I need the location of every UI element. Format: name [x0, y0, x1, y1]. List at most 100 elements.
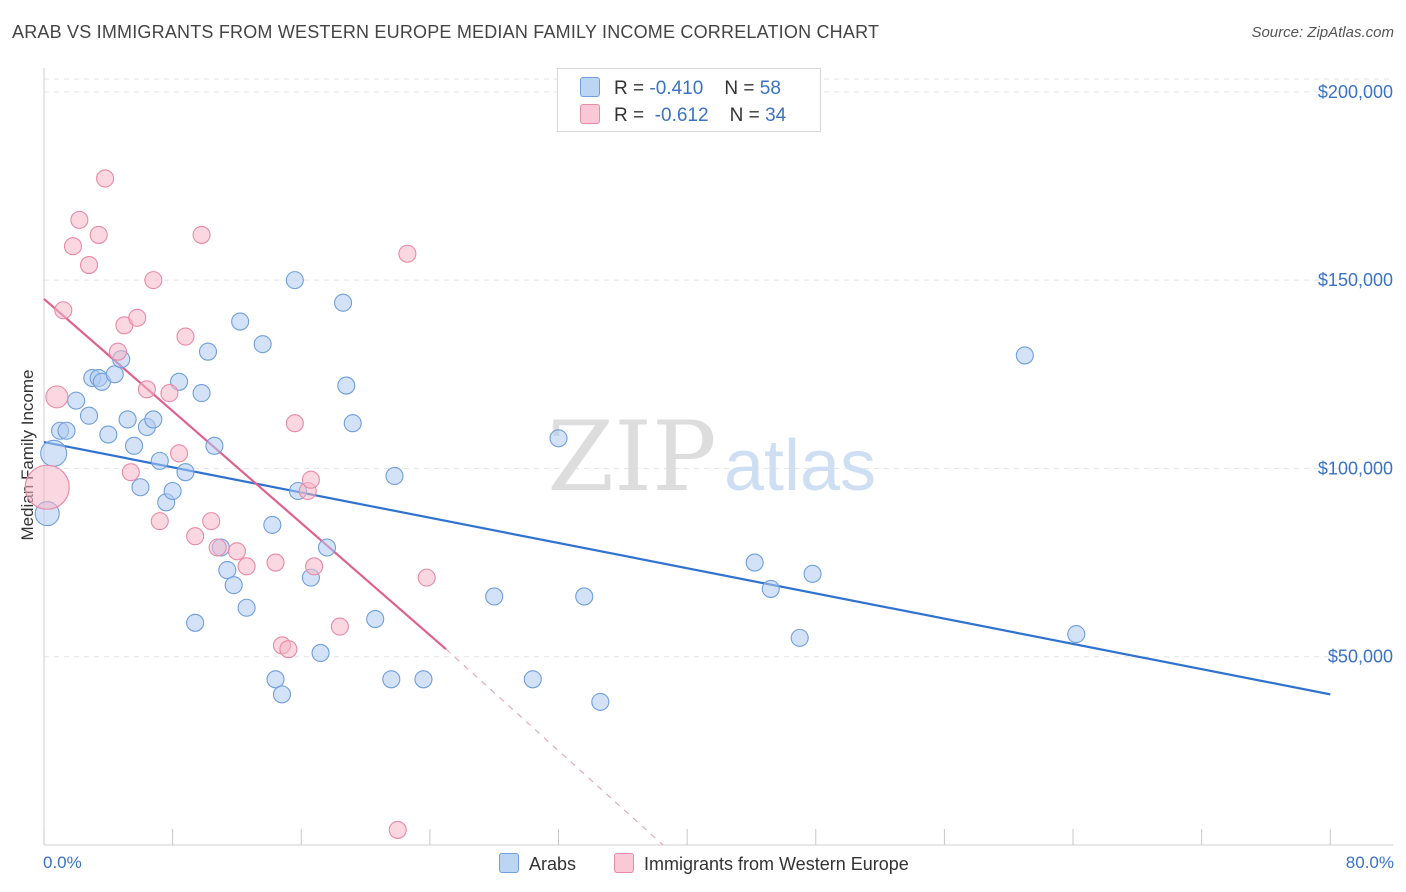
point-arabs-33 — [266, 670, 285, 689]
point-western-europe-14 — [150, 512, 169, 531]
point-western-europe-7 — [96, 169, 115, 188]
chart-title: ARAB VS IMMIGRANTS FROM WESTERN EUROPE M… — [12, 22, 880, 42]
point-arabs-32 — [263, 515, 282, 534]
point-arabs-19 — [163, 481, 182, 501]
point-arabs-28 — [224, 576, 243, 595]
watermark-atlas: atlas — [724, 426, 876, 506]
y-tick-label-0: $50,000 — [1328, 647, 1393, 667]
legend-r-value-western-europe: -0.612 — [654, 105, 709, 126]
point-arabs-51 — [591, 692, 610, 711]
y-tick-label-1: $100,000 — [1318, 458, 1393, 478]
point-western-europe-27 — [285, 414, 304, 433]
trend-line-arabs — [43, 440, 1331, 696]
point-western-europe-1 — [45, 385, 69, 409]
watermark-zip: ZIP — [547, 401, 716, 513]
source-note: Source: ZipAtlas.com — [1251, 24, 1394, 41]
point-western-europe-21 — [208, 538, 227, 557]
point-arabs-42 — [343, 414, 362, 433]
point-arabs-10 — [105, 365, 124, 384]
point-arabs-5 — [79, 406, 99, 425]
point-arabs-57 — [1067, 625, 1086, 644]
point-arabs-39 — [317, 538, 337, 557]
point-western-europe-31 — [330, 617, 349, 636]
legend-swatch-pink — [580, 104, 600, 124]
point-arabs-56 — [1015, 346, 1034, 365]
point-arabs-41 — [337, 376, 356, 395]
point-arabs-30 — [237, 598, 256, 617]
trend-lines — [43, 298, 1331, 846]
axes — [43, 68, 1393, 846]
point-arabs-24 — [198, 342, 218, 361]
point-western-europe-34 — [388, 820, 407, 839]
point-arabs-48 — [523, 670, 542, 689]
point-arabs-14 — [131, 478, 150, 497]
point-arabs-13 — [124, 436, 144, 455]
point-western-europe-5 — [79, 256, 99, 275]
point-arabs-49 — [549, 429, 568, 448]
point-western-europe-2 — [54, 301, 73, 320]
point-arabs-25 — [205, 436, 224, 455]
point-arabs-40 — [334, 293, 353, 312]
legend-n-value-arabs: 58 — [759, 78, 781, 99]
legend-r-value-arabs: -0.410 — [649, 78, 704, 99]
y-tick-label-3: $200,000 — [1318, 82, 1393, 102]
point-western-europe-19 — [192, 225, 211, 244]
point-arabs-53 — [761, 579, 780, 598]
point-western-europe-20 — [202, 512, 221, 531]
point-arabs-31 — [253, 335, 272, 354]
point-western-europe-8 — [108, 342, 128, 361]
point-western-europe-23 — [237, 557, 256, 576]
point-arabs-9 — [99, 425, 118, 444]
point-arabs-47 — [485, 587, 504, 606]
point-arabs-44 — [382, 670, 401, 689]
point-western-europe-11 — [128, 308, 147, 327]
point-western-europe-12 — [137, 380, 156, 399]
point-western-europe-18 — [186, 527, 205, 546]
point-arabs-4 — [67, 391, 86, 410]
point-arabs-45 — [385, 466, 404, 485]
point-arabs-50 — [575, 587, 594, 606]
point-western-europe-13 — [144, 271, 163, 290]
watermark: ZIP atlas — [547, 401, 876, 513]
point-western-europe-33 — [417, 568, 436, 587]
point-arabs-23 — [192, 384, 211, 403]
point-western-europe-6 — [89, 225, 108, 244]
point-western-europe-24 — [266, 553, 285, 572]
point-arabs-38 — [311, 643, 330, 662]
point-western-europe-16 — [170, 444, 189, 463]
correlation-legend: R = -0.410 N = 58 R = -0.612 N = 34 — [557, 68, 821, 132]
legend-row-arabs: R = -0.410 N = 58 — [580, 77, 781, 100]
point-arabs-29 — [231, 312, 250, 331]
y-tick-labels: $50,000 $100,000 $150,000 $200,000 — [1318, 82, 1393, 667]
point-western-europe-30 — [305, 557, 324, 576]
point-arabs-27 — [218, 561, 237, 580]
point-arabs-21 — [176, 463, 195, 482]
point-western-europe-15 — [160, 384, 179, 403]
x-tick-label-max: 80.0% — [1345, 853, 1394, 872]
legend-swatch-blue — [580, 77, 600, 97]
point-arabs-43 — [366, 609, 385, 629]
bottom-legend-arabs: Arabs — [499, 853, 576, 875]
point-western-europe-3 — [63, 237, 82, 256]
point-arabs-55 — [803, 564, 822, 583]
y-tick-label-2: $150,000 — [1318, 270, 1393, 290]
bottom-legend-western-europe: Immigrants from Western Europe — [614, 853, 909, 875]
point-arabs-22 — [186, 613, 205, 632]
point-arabs-12 — [118, 410, 137, 429]
point-arabs-35 — [285, 271, 304, 290]
point-western-europe-4 — [70, 210, 89, 229]
x-tick-label-min: 0.0% — [43, 853, 82, 872]
point-western-europe-22 — [227, 542, 246, 561]
point-western-europe-26 — [279, 640, 298, 659]
legend-row-western-europe: R = -0.612 N = 34 — [580, 104, 786, 127]
point-arabs-52 — [745, 553, 764, 572]
point-arabs-1 — [40, 439, 68, 467]
point-arabs-34 — [272, 685, 292, 704]
point-arabs-17 — [150, 451, 169, 470]
data-points — [24, 169, 1086, 839]
point-arabs-54 — [790, 628, 809, 647]
point-western-europe-10 — [121, 463, 140, 482]
point-arabs-3 — [57, 421, 76, 440]
bottom-legend-swatch-pink — [614, 853, 634, 873]
trend-line-western-europe-extension — [445, 648, 664, 846]
